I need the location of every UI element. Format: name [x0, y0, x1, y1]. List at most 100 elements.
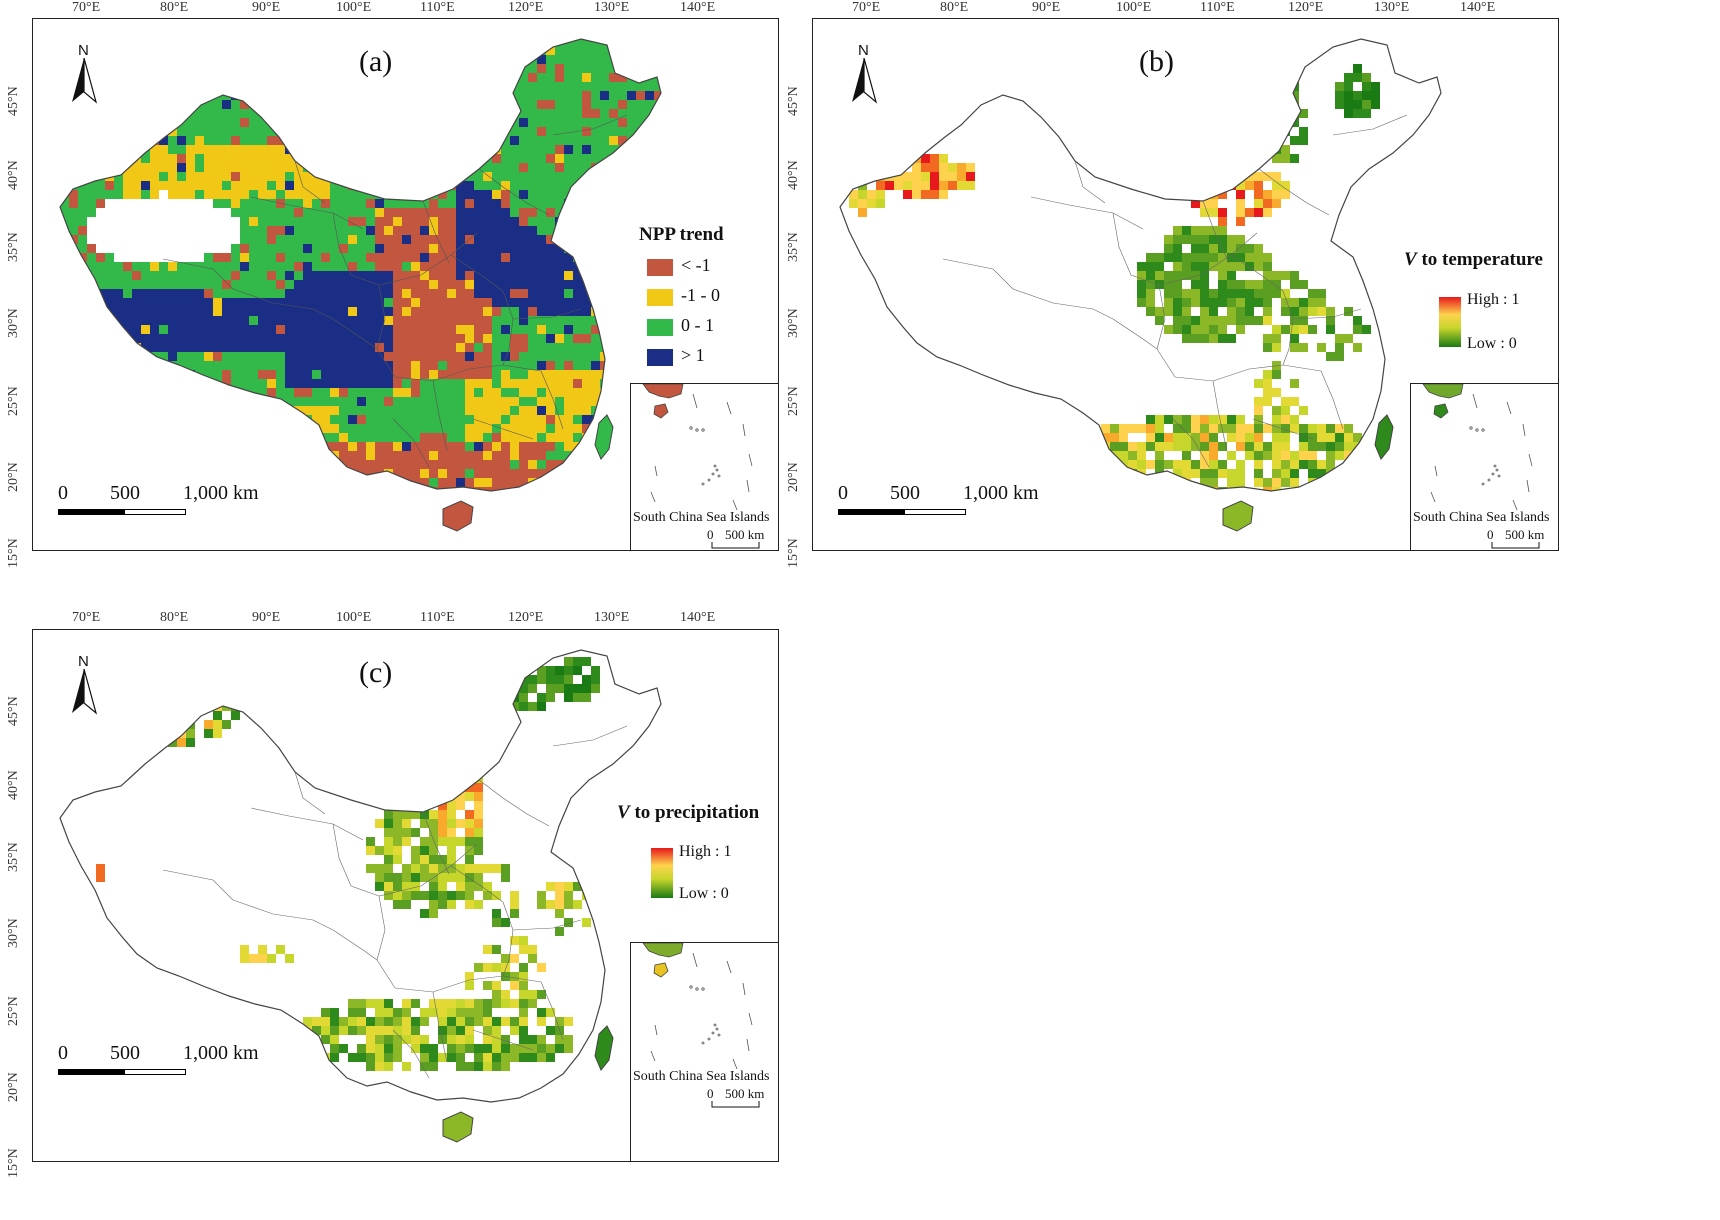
- npp-pixel: [429, 532, 438, 541]
- npp-pixel: [330, 271, 339, 280]
- legend-swatch-neg1-0: [647, 289, 673, 306]
- pixel: [1362, 325, 1371, 334]
- npp-pixel: [249, 523, 258, 532]
- npp-pixel: [366, 145, 375, 154]
- npp-pixel: [213, 433, 222, 442]
- pixel: [465, 882, 474, 891]
- npp-pixel: [339, 388, 348, 397]
- npp-pixel: [213, 46, 222, 55]
- pixel: [1299, 406, 1308, 415]
- scale-end: 1,000 km: [963, 482, 1039, 504]
- npp-pixel: [294, 298, 303, 307]
- npp-pixel: [402, 469, 411, 478]
- pixel: [1335, 343, 1344, 352]
- pixel: [1173, 442, 1182, 451]
- pixel: [303, 1035, 312, 1044]
- npp-pixel: [96, 469, 105, 478]
- pixel: [474, 963, 483, 972]
- pixel: [465, 873, 474, 882]
- npp-pixel: [375, 496, 384, 505]
- npp-pixel: [141, 415, 150, 424]
- pixel: [555, 882, 564, 891]
- pixel: [582, 657, 591, 666]
- npp-pixel: [609, 505, 618, 514]
- npp-pixel: [285, 325, 294, 334]
- pixel: [474, 801, 483, 810]
- pixel: [921, 154, 930, 163]
- npp-pixel: [429, 199, 438, 208]
- province-line: [1252, 418, 1314, 440]
- pixel: [420, 819, 429, 828]
- npp-pixel: [51, 28, 60, 37]
- npp-pixel: [420, 505, 429, 514]
- pixel: [912, 190, 921, 199]
- npp-pixel: [600, 487, 609, 491]
- legend-swatch-lt-neg1: [647, 259, 673, 276]
- pixel: [1209, 208, 1218, 217]
- province-line: [552, 114, 628, 136]
- pixel: [339, 1044, 348, 1053]
- npp-pixel: [546, 370, 555, 379]
- npp-pixel: [492, 451, 501, 460]
- npp-pixel: [582, 145, 591, 154]
- npp-pixel: [690, 550, 699, 551]
- npp-pixel: [384, 442, 393, 451]
- npp-pixel: [438, 39, 447, 46]
- npp-pixel: [321, 181, 330, 190]
- pixel: [438, 1008, 447, 1017]
- npp-pixel: [573, 460, 582, 469]
- pixel: [1245, 289, 1254, 298]
- npp-pixel: [384, 514, 393, 523]
- pixel: [1182, 424, 1191, 433]
- npp-pixel: [411, 379, 420, 388]
- npp-pixel: [132, 271, 141, 280]
- pixel: [348, 1008, 357, 1017]
- pixel: [1209, 289, 1218, 298]
- npp-pixel: [474, 262, 483, 271]
- pixel: [1254, 244, 1263, 253]
- pixel: [402, 1026, 411, 1035]
- pixel: [1119, 433, 1128, 442]
- pixel: [186, 720, 195, 729]
- npp-pixel: [330, 460, 339, 469]
- npp-pixel: [420, 109, 429, 118]
- pixel: [1272, 181, 1281, 190]
- pixel: [564, 657, 573, 666]
- pixel: [168, 702, 177, 711]
- npp-pixel: [483, 82, 492, 91]
- npp-pixel: [96, 316, 105, 325]
- pixel: [930, 181, 939, 190]
- legend-title: NPP trend: [639, 224, 724, 245]
- pixel: [492, 999, 501, 1008]
- npp-pixel: [546, 523, 555, 532]
- temperature-pixels: [849, 64, 1389, 491]
- npp-pixel: [294, 541, 303, 550]
- npp-pixel: [546, 550, 555, 551]
- npp-pixel: [420, 208, 429, 217]
- pixel: [483, 1062, 492, 1071]
- npp-pixel: [438, 541, 447, 550]
- inset-scale-zero: 0: [1487, 527, 1494, 542]
- npp-pixel: [123, 181, 132, 190]
- npp-pixel: [339, 361, 348, 370]
- npp-pixel: [204, 469, 213, 478]
- pixel: [1344, 433, 1353, 442]
- npp-pixel: [375, 532, 384, 541]
- npp-pixel: [357, 415, 366, 424]
- npp-pixel: [465, 433, 474, 442]
- lon-tick-a: 80°E: [160, 0, 189, 15]
- npp-pixel: [132, 316, 141, 325]
- npp-pixel: [546, 433, 555, 442]
- npp-pixel: [573, 397, 582, 406]
- npp-pixel: [276, 163, 285, 172]
- pixel: [1254, 460, 1263, 469]
- npp-pixel: [528, 19, 537, 28]
- npp-pixel: [159, 28, 168, 37]
- npp-pixel: [618, 415, 627, 424]
- npp-pixel: [366, 118, 375, 127]
- province-line: [450, 865, 504, 903]
- npp-pixel: [375, 307, 384, 316]
- npp-pixel: [114, 82, 123, 91]
- npp-pixel: [411, 505, 420, 514]
- npp-pixel: [528, 307, 537, 316]
